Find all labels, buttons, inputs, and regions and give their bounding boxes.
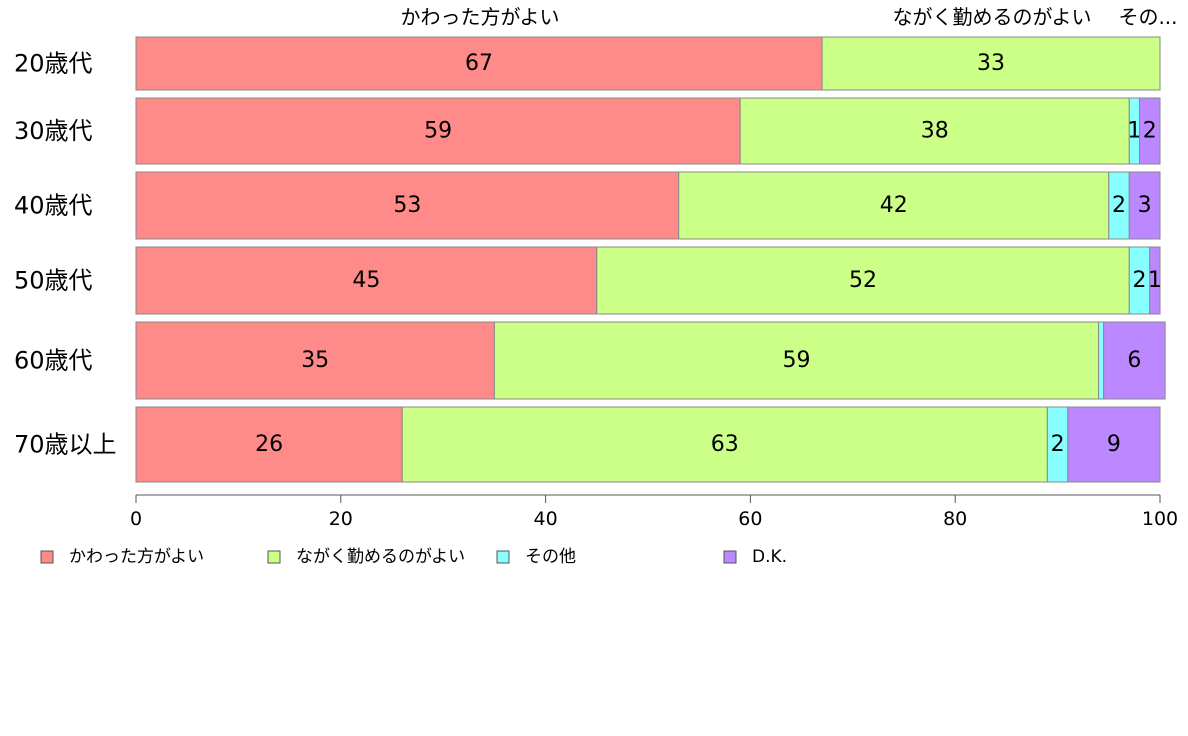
data-label: 63: [711, 432, 739, 457]
data-label: 35: [301, 348, 329, 373]
data-label: 2: [1133, 268, 1147, 293]
bar-segment: [1128, 171, 1161, 240]
bar-segment: [678, 171, 1110, 240]
data-label: 38: [921, 119, 949, 144]
legend-swatch: [40, 550, 54, 564]
bar-segment: [135, 171, 680, 240]
bar-segment: [596, 246, 1130, 315]
data-label: 1: [1148, 268, 1162, 293]
data-label: 2: [1051, 432, 1065, 457]
data-label: 59: [782, 348, 810, 373]
x-tick-label: 0: [130, 508, 142, 530]
bar-segment: [821, 36, 1161, 91]
x-tick-label: 40: [534, 508, 558, 530]
bar-segment: [135, 321, 495, 400]
bar-segment: [135, 36, 823, 91]
legend-label: かわった方がよい: [69, 547, 204, 567]
data-label: 59: [424, 119, 452, 144]
data-label: 67: [465, 51, 493, 76]
data-label: 2: [1143, 119, 1157, 144]
data-label: 2: [1112, 193, 1126, 218]
legend-label: その他: [525, 547, 576, 567]
bar-segment: [493, 321, 1100, 400]
category-label: 60歳代: [14, 347, 93, 375]
data-label: 53: [393, 193, 421, 218]
bar-segment: [1098, 321, 1105, 400]
bar-segment: [739, 97, 1130, 165]
data-label: 3: [1138, 193, 1152, 218]
category-label: 50歳代: [14, 267, 93, 295]
x-tick-label: 20: [329, 508, 353, 530]
top-series-label: その...: [1118, 5, 1177, 29]
data-label: 6: [1127, 348, 1141, 373]
category-label: 20歳代: [14, 50, 93, 78]
legend-label: D.K.: [752, 547, 787, 567]
x-tick-label: 100: [1142, 508, 1178, 530]
bar-segment: [1149, 246, 1161, 315]
data-label: 26: [255, 432, 283, 457]
bar-segment: [1139, 97, 1161, 165]
category-label: 30歳代: [14, 117, 93, 145]
data-label: 52: [849, 268, 877, 293]
data-label: 9: [1107, 432, 1121, 457]
legend-swatch: [496, 550, 510, 564]
data-label: 1: [1127, 119, 1141, 144]
data-label: 42: [880, 193, 908, 218]
bar-segment: [135, 406, 403, 483]
top-series-label: かわった方がよい: [401, 5, 560, 29]
legend-swatch: [723, 550, 737, 564]
legend-swatch: [267, 550, 281, 564]
legend-label: ながく勤めるのがよい: [296, 547, 465, 567]
top-series-label: ながく勤めるのがよい: [893, 5, 1092, 29]
bar-segment: [135, 97, 741, 165]
bar-segment: [1103, 321, 1166, 400]
bar-segment: [401, 406, 1048, 483]
category-label: 40歳代: [14, 192, 93, 220]
x-tick-label: 60: [738, 508, 762, 530]
bar-segment: [135, 246, 598, 315]
category-label: 70歳以上: [14, 431, 117, 459]
bar-segment: [1067, 406, 1161, 483]
data-label: 45: [352, 268, 380, 293]
data-label: 33: [977, 51, 1005, 76]
x-tick-label: 80: [943, 508, 967, 530]
